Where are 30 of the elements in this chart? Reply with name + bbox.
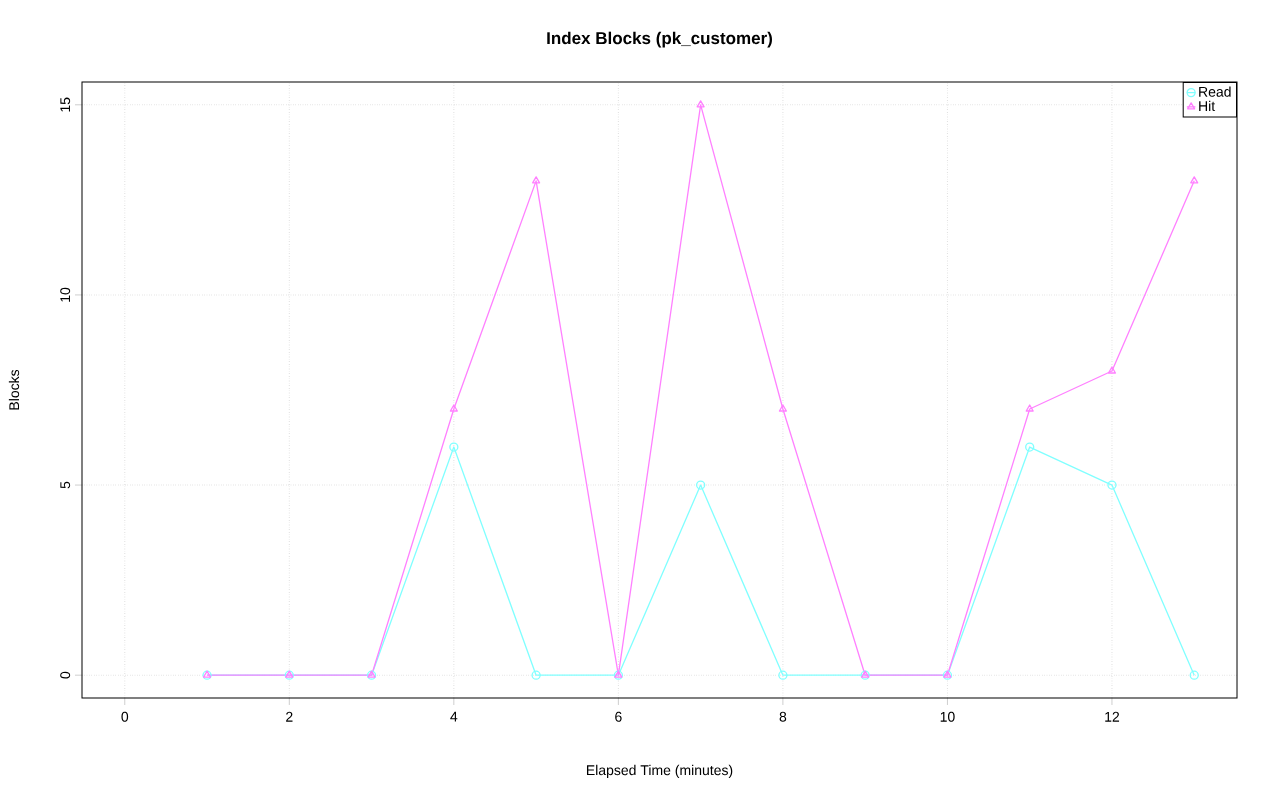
x-tick-label: 6 xyxy=(615,711,622,722)
x-tick-label: 12 xyxy=(1105,711,1120,722)
y-tick-label: 10 xyxy=(60,287,71,302)
y-axis-title: Blocks xyxy=(8,369,20,410)
legend-label: Hit xyxy=(1199,100,1216,111)
x-tick-label: 0 xyxy=(121,711,129,722)
point xyxy=(531,176,541,184)
point xyxy=(449,404,458,412)
point xyxy=(778,670,788,680)
point xyxy=(449,442,459,452)
point xyxy=(1107,480,1117,490)
point xyxy=(531,670,541,680)
x-tick-label: 8 xyxy=(779,711,787,722)
legend-label: Read xyxy=(1199,86,1231,97)
y-tick-label: 0 xyxy=(60,671,71,679)
y-tick-label: 15 xyxy=(60,97,71,112)
x-tick-label: 2 xyxy=(286,711,293,722)
point xyxy=(1025,404,1034,412)
x-axis-title: Elapsed Time (minutes) xyxy=(587,764,733,778)
point xyxy=(695,480,706,490)
chart-title: Index Blocks (pk_customer) xyxy=(547,31,772,48)
point xyxy=(1189,670,1199,680)
x-tick-label: 10 xyxy=(940,711,955,722)
point xyxy=(1107,366,1117,374)
x-tick-label: 4 xyxy=(450,711,458,722)
point xyxy=(696,100,705,108)
point xyxy=(778,404,788,412)
point xyxy=(1190,176,1199,184)
point xyxy=(1025,442,1035,452)
y-tick-label: 5 xyxy=(60,481,71,489)
